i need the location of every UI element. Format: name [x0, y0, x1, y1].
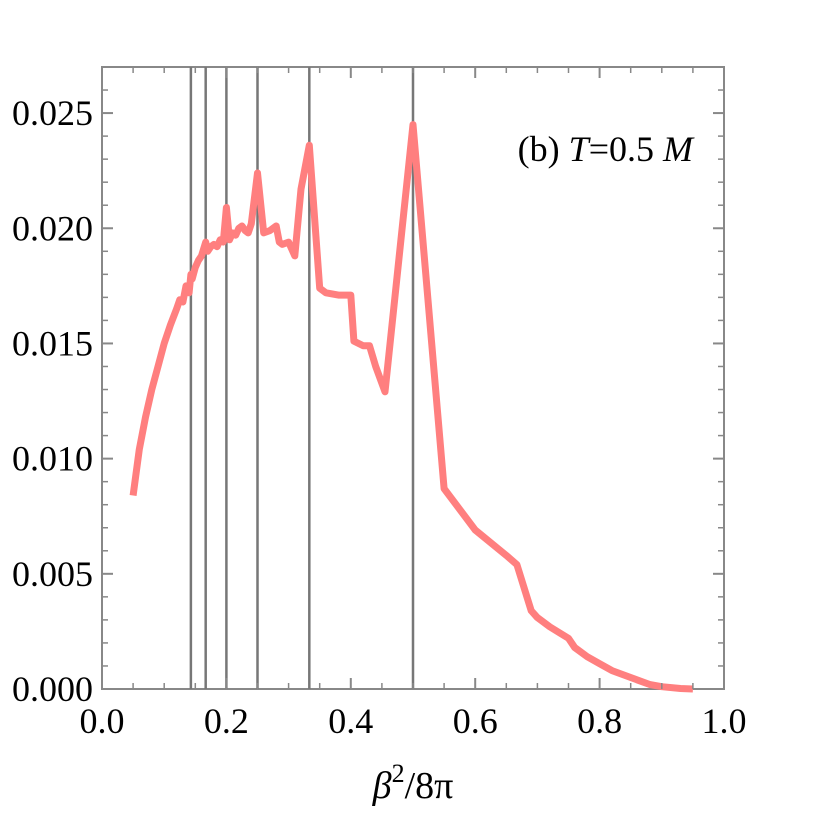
annotation: (b) T=0.5 M: [518, 129, 695, 169]
series-line-0: [129, 121, 694, 693]
x-axis: 0.0 0.2 0.4 0.6 0.8 1.0: [80, 67, 747, 741]
x-tick-label-5: 1.0: [702, 701, 747, 741]
x-axis-title-sup: 2: [392, 759, 405, 788]
y-tick-label-2: 0.010: [12, 439, 93, 479]
x-axis-title-rest: /8π: [405, 765, 454, 807]
x-tick-label-1: 0.2: [204, 701, 249, 741]
x-tick-label-0: 0.0: [80, 701, 125, 741]
x-tick-label-3: 0.6: [453, 701, 498, 741]
y-tick-label-0: 0.000: [12, 669, 93, 709]
annotation-rest: =0.5: [589, 129, 663, 169]
annotation-prefix: (b): [518, 129, 569, 169]
y-tick-label-5: 0.025: [12, 93, 93, 133]
y-tick-label-4: 0.020: [12, 208, 93, 248]
x-axis-title: β2/8π: [372, 759, 454, 807]
annotation-unit: M: [662, 129, 695, 169]
y-axis: 0.000 0.005 0.010 0.015 0.020 0.025: [12, 89, 724, 709]
y-tick-label-1: 0.005: [12, 554, 93, 594]
annotation-var: T: [569, 129, 592, 169]
x-axis-title-base: β: [372, 765, 392, 807]
y-tick-label-3: 0.015: [12, 323, 93, 363]
x-tick-label-4: 0.8: [577, 701, 622, 741]
x-tick-label-2: 0.4: [328, 701, 373, 741]
series-group: [129, 121, 694, 693]
